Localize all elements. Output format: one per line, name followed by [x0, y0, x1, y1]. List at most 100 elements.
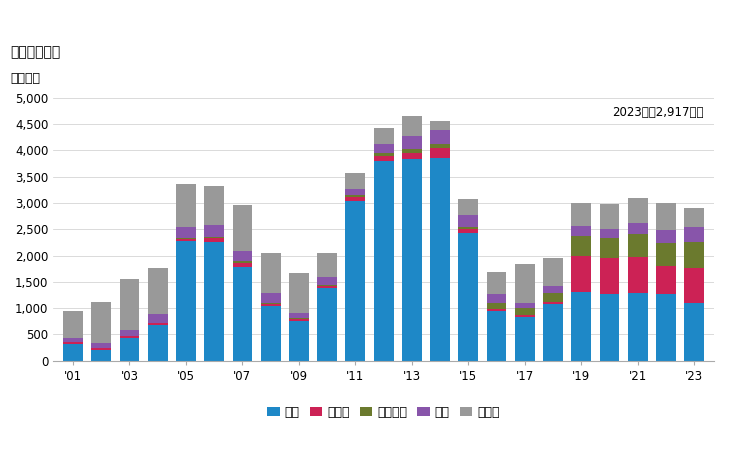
Bar	[402, 116, 422, 136]
Bar	[543, 293, 563, 302]
Bar	[176, 227, 196, 238]
Bar	[628, 234, 647, 257]
Bar	[317, 286, 337, 288]
Bar	[628, 293, 647, 361]
Bar	[374, 128, 394, 144]
Text: 2023年：2,917トン: 2023年：2,917トン	[612, 106, 704, 119]
Bar	[543, 286, 563, 293]
Bar	[374, 156, 394, 161]
Bar	[233, 205, 252, 251]
Bar	[487, 311, 507, 361]
Bar	[515, 315, 534, 317]
Bar	[374, 153, 394, 156]
Bar	[656, 203, 676, 230]
Bar	[289, 321, 309, 361]
Bar	[685, 242, 704, 268]
Bar	[346, 202, 365, 361]
Bar	[120, 336, 139, 338]
Bar	[261, 302, 281, 304]
Bar	[148, 325, 168, 361]
Bar	[685, 303, 704, 361]
Bar	[120, 330, 139, 336]
Bar	[289, 313, 309, 319]
Bar	[233, 251, 252, 261]
Bar	[204, 243, 224, 361]
Bar	[317, 252, 337, 277]
Bar	[346, 198, 365, 202]
Bar	[91, 350, 111, 361]
Bar	[204, 238, 224, 243]
Bar	[289, 273, 309, 313]
Bar	[402, 136, 422, 149]
Bar	[402, 149, 422, 153]
Bar	[91, 302, 111, 343]
Bar	[515, 265, 534, 303]
Bar	[543, 302, 563, 304]
Bar	[515, 308, 534, 315]
Bar	[600, 258, 620, 294]
Bar	[176, 238, 196, 239]
Bar	[233, 261, 252, 263]
Bar	[233, 266, 252, 361]
Bar	[459, 215, 478, 227]
Bar	[487, 303, 507, 310]
Bar	[91, 348, 111, 350]
Bar	[487, 310, 507, 311]
Bar	[374, 144, 394, 153]
Bar	[685, 227, 704, 242]
Bar	[543, 304, 563, 361]
Bar	[628, 257, 647, 293]
Bar	[63, 338, 83, 342]
Bar	[459, 227, 478, 229]
Bar	[261, 306, 281, 361]
Bar	[289, 319, 309, 321]
Bar	[176, 184, 196, 227]
Bar	[430, 121, 450, 130]
Bar	[430, 148, 450, 158]
Bar	[656, 243, 676, 266]
Bar	[261, 253, 281, 293]
Bar	[204, 237, 224, 238]
Bar	[63, 344, 83, 361]
Bar	[656, 266, 676, 294]
Bar	[459, 229, 478, 233]
Bar	[317, 285, 337, 286]
Text: 輸入量の推移: 輸入量の推移	[10, 45, 61, 59]
Bar	[402, 159, 422, 361]
Bar	[317, 288, 337, 361]
Bar	[515, 317, 534, 361]
Bar	[572, 256, 591, 292]
Bar	[148, 323, 168, 325]
Bar	[148, 269, 168, 314]
Bar	[120, 338, 139, 361]
Bar	[572, 203, 591, 225]
Bar	[572, 235, 591, 256]
Bar	[91, 343, 111, 348]
Bar	[487, 294, 507, 303]
Bar	[685, 268, 704, 303]
Bar	[261, 293, 281, 302]
Bar	[261, 304, 281, 306]
Bar	[346, 173, 365, 189]
Bar	[346, 189, 365, 195]
Bar	[656, 230, 676, 243]
Bar	[685, 208, 704, 227]
Bar	[204, 225, 224, 237]
Bar	[600, 294, 620, 361]
Bar	[515, 303, 534, 308]
Bar	[402, 153, 422, 159]
Text: 単位トン: 単位トン	[10, 72, 40, 85]
Bar	[120, 279, 139, 330]
Bar	[459, 233, 478, 361]
Bar	[233, 263, 252, 266]
Bar	[572, 292, 591, 361]
Bar	[176, 238, 196, 241]
Bar	[430, 130, 450, 144]
Bar	[430, 144, 450, 148]
Bar	[487, 272, 507, 294]
Bar	[374, 161, 394, 361]
Bar	[430, 158, 450, 361]
Bar	[656, 294, 676, 361]
Bar	[148, 314, 168, 323]
Bar	[600, 238, 620, 258]
